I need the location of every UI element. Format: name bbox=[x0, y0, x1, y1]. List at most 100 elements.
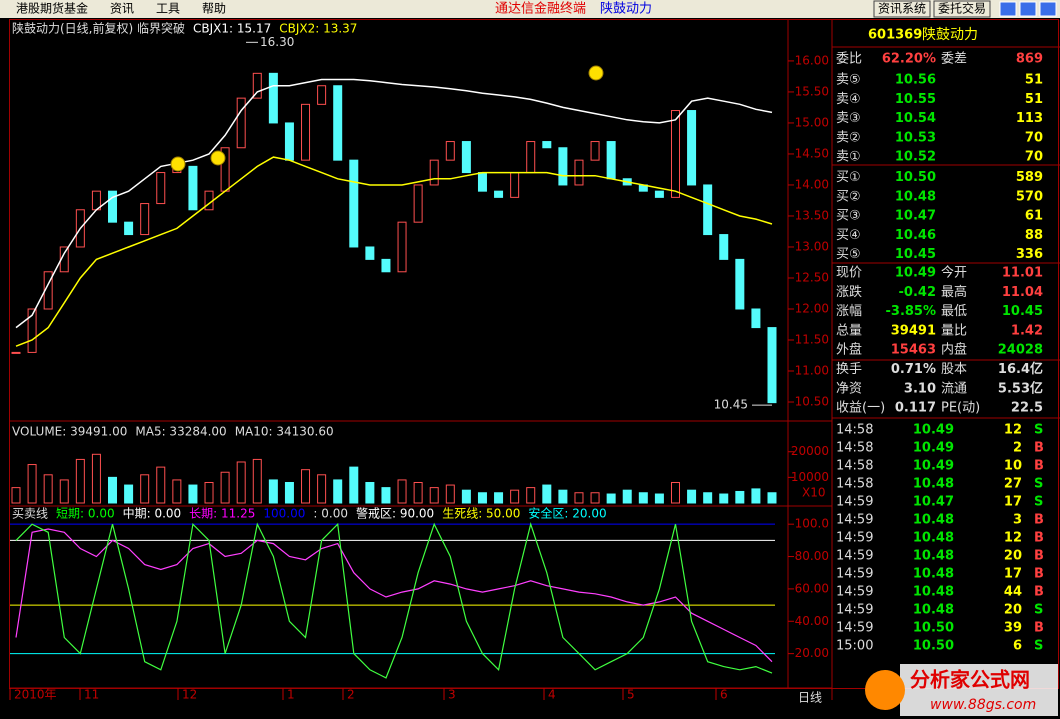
window-button[interactable] bbox=[1039, 1, 1057, 17]
candle bbox=[11, 351, 21, 354]
candle bbox=[654, 190, 664, 198]
volume-bar bbox=[381, 487, 391, 504]
y-tick-label: 12.50 bbox=[795, 270, 829, 284]
trade-volume: 27 bbox=[1004, 477, 1022, 492]
y-tick-label: 12.00 bbox=[795, 301, 829, 315]
date-label: 1 bbox=[287, 688, 295, 702]
volume-bar bbox=[510, 489, 520, 504]
trade-side: S bbox=[1034, 639, 1043, 654]
quote-label: 现价 bbox=[836, 266, 862, 281]
volume-bar bbox=[124, 484, 134, 504]
book-label: 卖④ bbox=[836, 92, 861, 107]
quote-label: 涨跌 bbox=[836, 284, 862, 300]
quote-label: 最低 bbox=[941, 304, 967, 319]
quote-value: 15463 bbox=[891, 343, 936, 358]
candle bbox=[140, 203, 150, 236]
button-label[interactable]: 资讯系统 bbox=[878, 2, 926, 16]
candle bbox=[445, 141, 455, 161]
book-label: 卖③ bbox=[836, 111, 861, 126]
trade-price: 10.48 bbox=[913, 477, 954, 492]
trade-price: 10.49 bbox=[913, 423, 954, 438]
quote-label: 收益(一) bbox=[836, 401, 885, 416]
menu-item[interactable]: 港股期货基金 bbox=[16, 1, 88, 16]
volume-bar bbox=[91, 453, 101, 504]
trade-volume: 20 bbox=[1004, 603, 1022, 618]
trade-time: 14:59 bbox=[836, 621, 873, 636]
quote-label: 委差 bbox=[941, 52, 967, 67]
candle bbox=[236, 97, 246, 149]
volume-bar bbox=[590, 492, 600, 504]
candle bbox=[542, 141, 552, 149]
watermark-bg bbox=[900, 664, 1058, 716]
trade-volume: 39 bbox=[1004, 621, 1022, 636]
volume-bar bbox=[140, 474, 150, 504]
quote-value: 24028 bbox=[998, 343, 1043, 358]
candle bbox=[687, 110, 697, 186]
trade-time: 14:59 bbox=[836, 495, 873, 510]
volume-bar bbox=[27, 464, 37, 504]
candle bbox=[719, 234, 729, 260]
trade-time: 14:59 bbox=[836, 603, 873, 618]
button-label[interactable]: 委托交易 bbox=[938, 1, 986, 16]
candle bbox=[477, 172, 487, 192]
trade-side: B bbox=[1034, 567, 1044, 582]
candle bbox=[204, 190, 214, 211]
quote-label: 股本 bbox=[941, 362, 967, 377]
trade-volume: 17 bbox=[1004, 567, 1022, 582]
volume-bar bbox=[284, 481, 294, 504]
volume-bar bbox=[43, 474, 53, 504]
indicator-line bbox=[15, 522, 773, 679]
status-bar bbox=[0, 700, 1060, 719]
quote-label: 换手 bbox=[836, 362, 862, 377]
trade-side: S bbox=[1034, 423, 1043, 438]
candle bbox=[751, 308, 761, 329]
window-button[interactable] bbox=[999, 1, 1017, 17]
candle bbox=[124, 221, 134, 236]
volume-bar bbox=[413, 481, 423, 504]
quote-label: 内盘 bbox=[941, 342, 967, 358]
panel-header: 生死线: 50.00 bbox=[442, 507, 520, 521]
volume-bar bbox=[397, 479, 407, 504]
button[interactable] bbox=[933, 0, 991, 18]
period-label: 日线 bbox=[798, 691, 822, 705]
date-label: 2 bbox=[347, 688, 355, 702]
trade-time: 14:59 bbox=[836, 513, 873, 528]
panel-header: CBJX1: 15.17 bbox=[193, 22, 271, 36]
volume-bar bbox=[429, 487, 439, 504]
menu-item[interactable]: 工具 bbox=[156, 2, 180, 16]
book-price: 10.56 bbox=[895, 73, 936, 88]
window-button[interactable] bbox=[1019, 1, 1037, 17]
volume-bar bbox=[333, 479, 343, 504]
volume-bar bbox=[220, 471, 230, 504]
book-label: 卖⑤ bbox=[836, 73, 861, 88]
quote-label: 涨幅 bbox=[836, 304, 862, 319]
candle bbox=[349, 159, 359, 248]
trade-volume: 12 bbox=[1004, 531, 1022, 546]
menu-item[interactable]: 帮助 bbox=[202, 2, 226, 16]
menu-item[interactable]: 资讯 bbox=[110, 2, 134, 16]
ma-line bbox=[15, 78, 773, 329]
volume-bar bbox=[108, 476, 118, 504]
volume-bar bbox=[622, 489, 632, 504]
volume-bar bbox=[735, 490, 745, 504]
date-label: 2010年 bbox=[14, 688, 57, 702]
volume-bar bbox=[301, 469, 311, 504]
trade-price: 10.48 bbox=[913, 603, 954, 618]
candle bbox=[735, 258, 745, 310]
button[interactable] bbox=[873, 0, 931, 18]
panel-header: 陕鼓动力(日线,前复权) 临界突破 bbox=[12, 21, 185, 36]
y-tick-label: 15.50 bbox=[795, 84, 829, 98]
date-label: 3 bbox=[448, 688, 456, 702]
volume-bar bbox=[11, 487, 21, 504]
trade-volume: 3 bbox=[1013, 513, 1022, 528]
trade-side: B bbox=[1034, 513, 1044, 528]
trade-volume: 44 bbox=[1004, 585, 1022, 600]
panel-header: : 0.00 bbox=[313, 507, 348, 521]
volume-bar bbox=[172, 479, 182, 504]
candle bbox=[108, 190, 118, 223]
trade-price: 10.50 bbox=[913, 621, 954, 636]
volume-bar bbox=[654, 493, 664, 504]
y-tick-label: 13.00 bbox=[795, 239, 829, 253]
volume-bar bbox=[558, 489, 568, 504]
book-label: 买⑤ bbox=[836, 247, 861, 262]
